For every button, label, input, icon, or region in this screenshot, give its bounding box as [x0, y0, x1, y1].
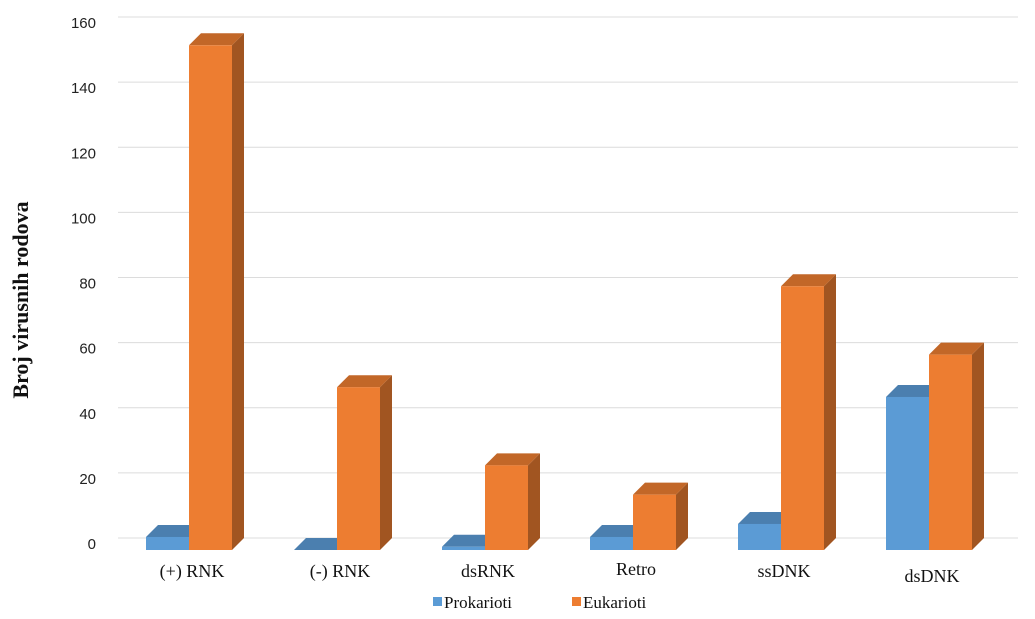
bar-side-face: [972, 342, 984, 550]
bar-eukarioti-3: [633, 482, 688, 550]
gridlines: [118, 16, 1018, 539]
bar-prokarioti-1: [294, 538, 349, 550]
bar-side-face: [676, 482, 688, 550]
bars: [146, 33, 984, 550]
y-tick-label: 40: [79, 406, 96, 423]
bar-side-face: [528, 453, 540, 550]
bar-eukarioti-2: [485, 453, 540, 550]
bar-front-face: [442, 546, 485, 550]
legend-label: Eukarioti: [583, 593, 647, 612]
bar-front-face: [146, 536, 189, 550]
x-category-label: dsRNK: [461, 561, 515, 581]
x-category-label: (+) RNK: [160, 561, 225, 582]
bar-top-face: [337, 375, 392, 388]
bar-front-face: [590, 536, 633, 550]
bar-top-face: [146, 524, 201, 537]
legend-swatch: [572, 597, 581, 606]
legend-swatch: [433, 597, 442, 606]
bar-top-face: [633, 482, 688, 495]
bar-front-face: [781, 286, 824, 550]
bar-eukarioti-4: [781, 274, 836, 550]
bar-side-face: [380, 375, 392, 550]
bar-front-face: [485, 465, 528, 550]
bar-top-face: [886, 384, 941, 397]
x-axis-categories: (+) RNK (-) RNK dsRNK Retro ssDNK dsDNK: [160, 559, 960, 586]
bar-eukarioti-1: [337, 375, 392, 550]
bar-front-face: [886, 396, 929, 550]
x-category-label: (-) RNK: [310, 561, 371, 582]
bar-top-face: [189, 33, 244, 46]
bar-top-face: [929, 342, 984, 355]
y-tick-label: 160: [71, 15, 96, 32]
bar-front-face: [929, 354, 972, 550]
bar-front-face: [738, 523, 781, 550]
y-axis-ticks: 0 20 40 60 80 100 120 140 160: [71, 15, 96, 553]
y-tick-label: 20: [79, 471, 96, 488]
bar-side-face: [824, 274, 836, 550]
bar-top-face: [294, 538, 349, 550]
bar-top-face: [590, 524, 645, 537]
bar-front-face: [633, 494, 676, 550]
bar-eukarioti-0: [189, 33, 244, 550]
bar-front-face: [189, 45, 232, 550]
y-tick-label: 60: [79, 341, 96, 358]
x-category-label: Retro: [616, 559, 656, 579]
x-category-label: ssDNK: [757, 561, 810, 581]
bar-front-face: [337, 387, 380, 550]
legend-item-prokarioti: Prokarioti: [433, 593, 512, 612]
x-category-label: dsDNK: [904, 566, 959, 586]
legend: Prokarioti Eukarioti: [433, 593, 647, 612]
bar-top-face: [485, 453, 540, 466]
bar-top-face: [781, 274, 836, 287]
bar-side-face: [232, 33, 244, 550]
y-tick-label: 80: [79, 276, 96, 293]
bar-top-face: [442, 534, 497, 547]
bar-eukarioti-5: [929, 342, 984, 550]
legend-label: Prokarioti: [444, 593, 512, 612]
bar-top-face: [738, 511, 793, 524]
y-tick-label: 0: [88, 536, 96, 553]
y-tick-label: 140: [71, 80, 96, 97]
y-axis-title: Broj virusnih rodova: [8, 201, 33, 398]
legend-item-eukarioti: Eukarioti: [572, 593, 647, 612]
y-tick-label: 120: [71, 145, 96, 162]
y-tick-label: 100: [71, 210, 96, 227]
